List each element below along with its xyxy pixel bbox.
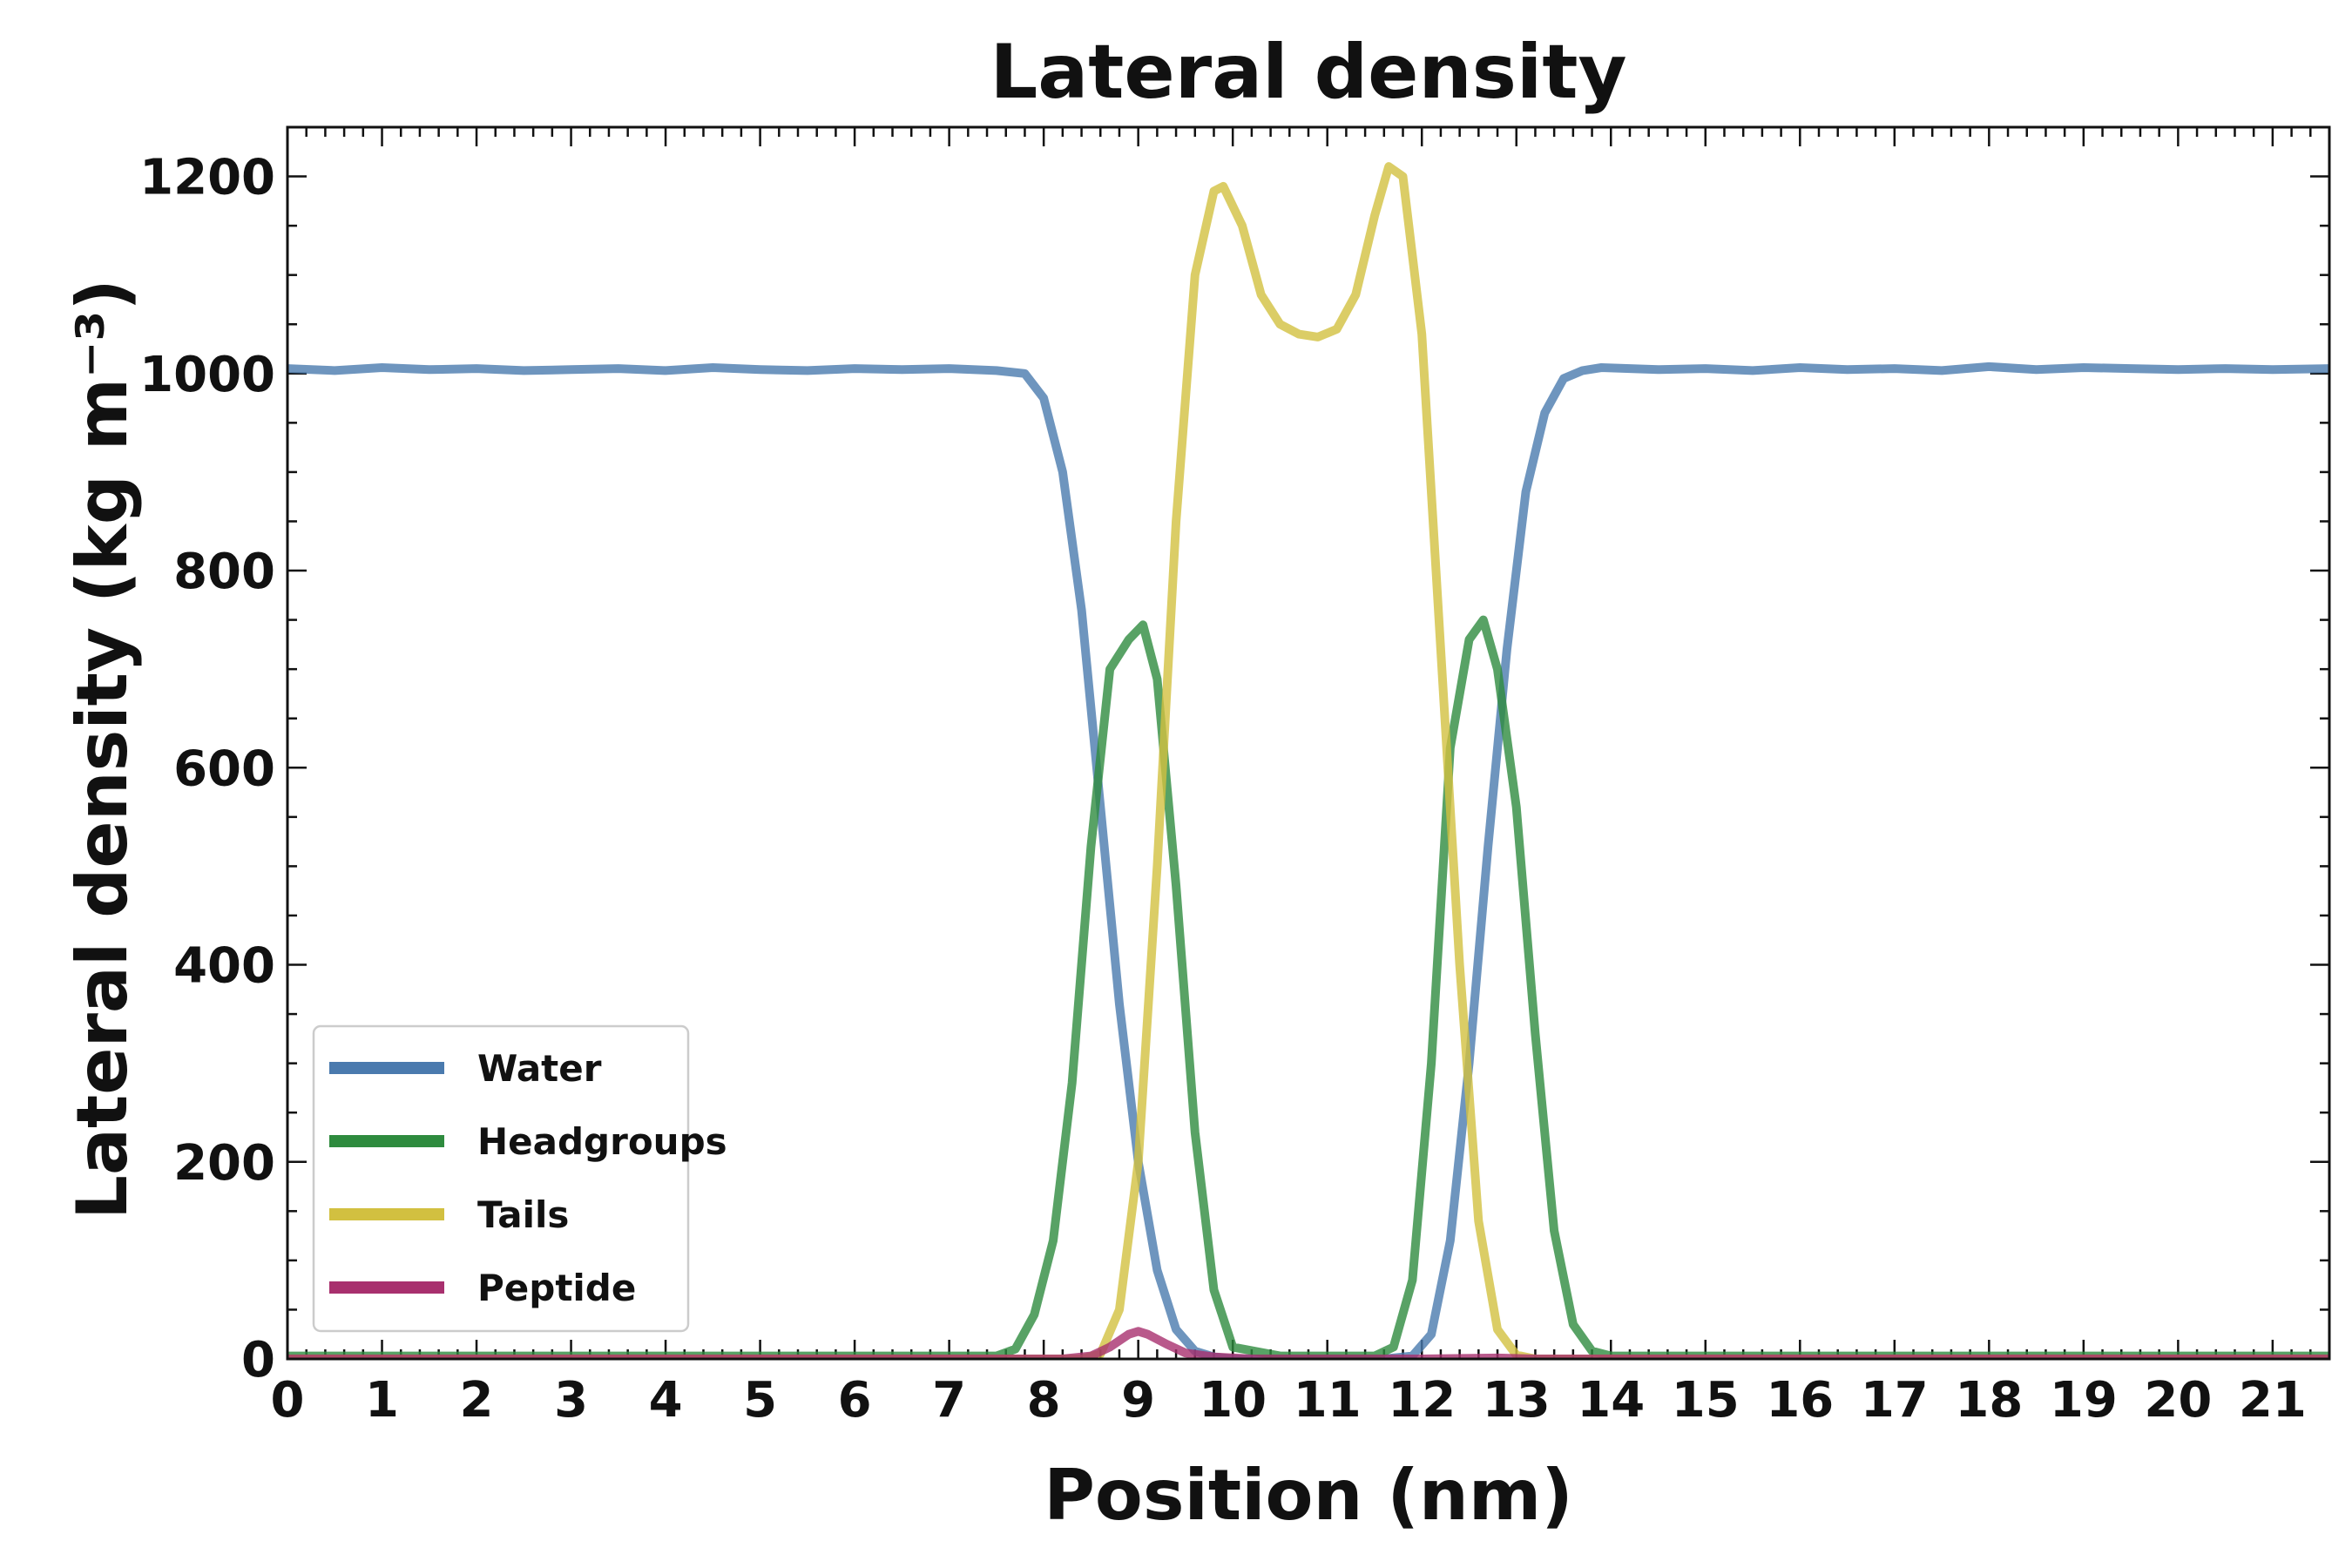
series-line-tails bbox=[287, 162, 2329, 1359]
legend-label-peptide: Peptide bbox=[477, 1267, 636, 1309]
x-tick-label: 9 bbox=[1121, 1372, 1155, 1429]
x-tick-label: 3 bbox=[554, 1372, 588, 1429]
x-tick-label: 13 bbox=[1483, 1372, 1551, 1429]
plot-frame bbox=[286, 125, 2331, 1361]
x-tick-label: 15 bbox=[1672, 1372, 1740, 1429]
legend-box bbox=[312, 1024, 690, 1333]
legend-label-headgroups: Headgroups bbox=[477, 1120, 727, 1163]
chart-title: Lateral density bbox=[990, 29, 1626, 116]
series-line-water bbox=[287, 362, 2329, 1359]
x-tick-label: 21 bbox=[2239, 1372, 2307, 1429]
y-axis-label: Lateral density (kg m⁻³) bbox=[62, 279, 143, 1220]
x-tick-label: 5 bbox=[743, 1372, 777, 1429]
axis-tick-labels: 0 1 2 3 4 5 6 7 8 9 10 11 12 13 14 15 16 17 18 19 20 21020040… bbox=[139, 150, 2307, 1429]
x-tick-label: 14 bbox=[1577, 1372, 1645, 1429]
series-line-peptide bbox=[287, 1327, 2329, 1359]
x-tick-label: 1 bbox=[365, 1372, 399, 1429]
x-axis-label: Position (nm) bbox=[1044, 1455, 1573, 1536]
y-tick-label: 400 bbox=[173, 938, 275, 995]
legend-label-tails: Tails bbox=[477, 1193, 569, 1236]
x-tick-label: 7 bbox=[932, 1372, 966, 1429]
legend-label-water: Water bbox=[477, 1047, 602, 1090]
x-tick-label: 8 bbox=[1027, 1372, 1061, 1429]
y-tick-label: 800 bbox=[173, 544, 275, 600]
x-tick-label: 2 bbox=[460, 1372, 494, 1429]
legend: Water Headgroups Tails Peptide bbox=[312, 1024, 727, 1333]
x-tick-label: 18 bbox=[1955, 1372, 2023, 1429]
x-tick-label: 4 bbox=[649, 1372, 683, 1429]
x-tick-label: 20 bbox=[2144, 1372, 2212, 1429]
x-tick-label: 10 bbox=[1199, 1372, 1267, 1429]
x-tick-label: 16 bbox=[1766, 1372, 1834, 1429]
y-tick-label: 0 bbox=[241, 1332, 275, 1389]
x-tick-label: 6 bbox=[838, 1372, 872, 1429]
y-tick-label: 1000 bbox=[139, 347, 275, 403]
x-tick-label: 12 bbox=[1388, 1372, 1456, 1429]
y-tick-label: 200 bbox=[173, 1135, 275, 1192]
y-tick-label: 1200 bbox=[139, 150, 275, 206]
x-tick-label: 11 bbox=[1294, 1372, 1362, 1429]
x-tick-label: 19 bbox=[2050, 1372, 2118, 1429]
x-tick-label: 0 bbox=[271, 1372, 305, 1429]
x-tick-label: 17 bbox=[1861, 1372, 1929, 1429]
y-tick-label: 600 bbox=[173, 740, 275, 797]
